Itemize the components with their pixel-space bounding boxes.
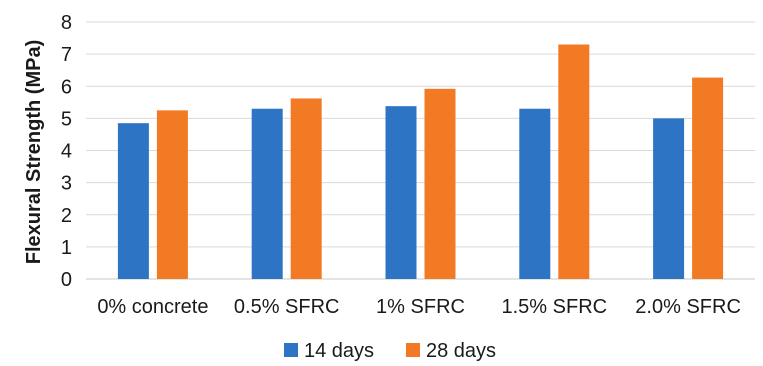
bar-28-days-1 — [290, 98, 322, 280]
legend-label: 14 days — [304, 340, 374, 362]
legend-swatch — [284, 343, 298, 357]
y-tick-label: 7 — [61, 44, 72, 66]
y-tick-label: 4 — [61, 141, 72, 163]
x-tick-label: 1% SFRC — [376, 296, 465, 318]
x-tick-label: 0% concrete — [97, 296, 208, 318]
bar-28-days-3 — [558, 44, 590, 279]
bar-14-days-2 — [385, 106, 417, 279]
x-tick-label: 2.0% SFRC — [635, 296, 741, 318]
legend-label: 28 days — [426, 340, 496, 362]
y-tick-label: 5 — [61, 108, 72, 130]
y-tick-label: 3 — [61, 173, 72, 195]
y-tick-label: 0 — [61, 269, 72, 291]
legend-swatch — [406, 343, 420, 357]
bar-14-days-4 — [653, 118, 685, 279]
bar-14-days-1 — [251, 108, 283, 279]
y-axis-label: Flexural Strength (MPa) — [23, 40, 45, 264]
bar-14-days-0 — [117, 123, 149, 279]
y-tick-labels: 0 1 2 3 4 5 6 7 8 — [61, 12, 72, 291]
legend: 14 days 28 days — [284, 340, 496, 362]
x-tick-labels: 0% concrete 0.5% SFRC 1% SFRC 1.5% SFRC 2.0%… — [97, 296, 741, 318]
bars — [117, 44, 724, 280]
bar-14-days-3 — [519, 108, 551, 279]
y-tick-label: 2 — [61, 205, 72, 227]
bar-28-days-0 — [156, 110, 188, 279]
x-tick-label: 0.5% SFRC — [234, 296, 340, 318]
x-tick-label: 1.5% SFRC — [502, 296, 608, 318]
y-tick-label: 1 — [61, 237, 72, 259]
y-tick-label: 8 — [61, 12, 72, 34]
bar-28-days-2 — [424, 88, 456, 279]
y-tick-label: 6 — [61, 76, 72, 98]
gridlines — [86, 21, 755, 280]
bar-28-days-4 — [692, 77, 724, 279]
